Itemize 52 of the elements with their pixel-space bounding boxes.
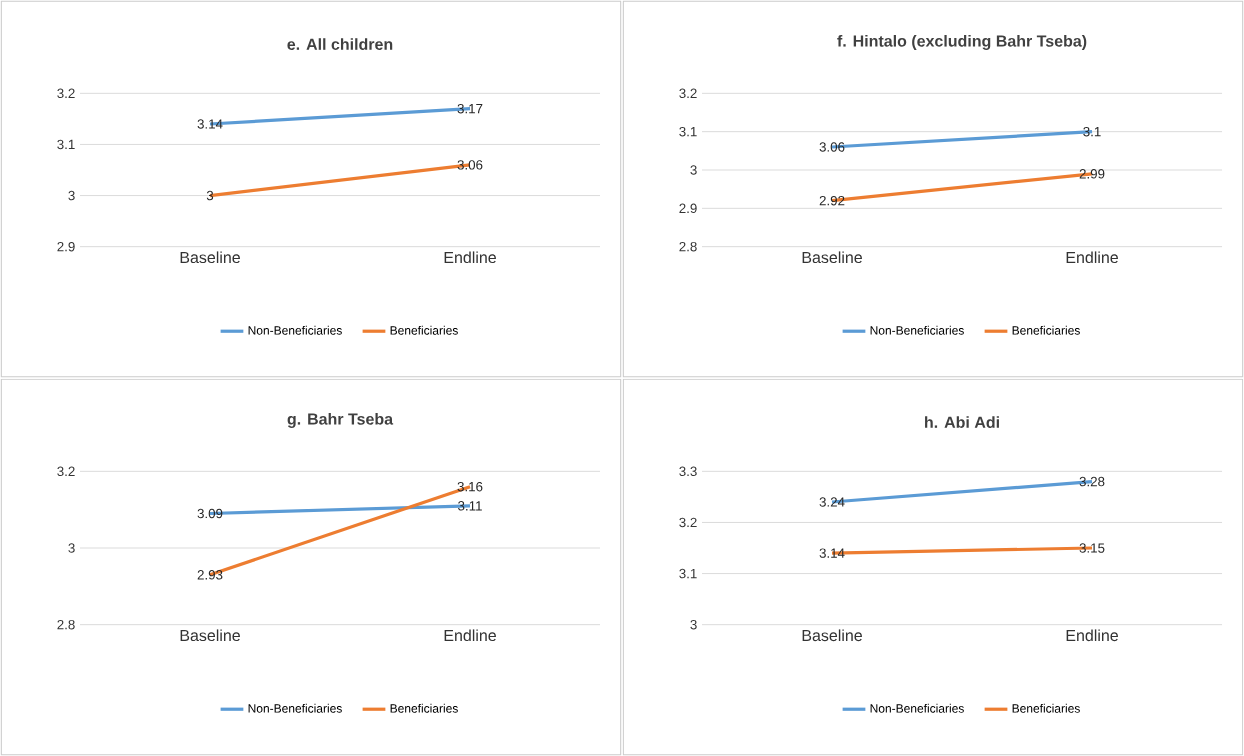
data-label: 3.28: [1079, 476, 1105, 487]
chart-title: g. Bahr Tseba: [287, 412, 394, 428]
y-tick-label: 3.1: [57, 139, 75, 150]
y-tick-label: 3.3: [679, 466, 697, 477]
legend-label: Non-Beneficiaries: [870, 703, 964, 713]
legend-label: Beneficiaries: [1012, 703, 1080, 713]
data-label: 3.16: [457, 481, 483, 492]
data-label: 2.93: [197, 570, 223, 580]
y-tick-label: 2.8: [57, 619, 75, 630]
y-tick-label: 3: [68, 190, 75, 201]
y-tick-label: 3.2: [679, 517, 697, 528]
data-label: 3.15: [1079, 543, 1105, 553]
data-label: 2.92: [819, 195, 845, 206]
y-tick-label: 3.1: [679, 126, 697, 137]
data-label: 3.14: [819, 548, 845, 558]
legend-label: Non-Beneficiaries: [248, 703, 342, 713]
x-tick-label: Endline: [1066, 251, 1118, 264]
data-label: 3.11: [458, 501, 482, 511]
y-tick-label: 3.2: [57, 88, 75, 99]
x-tick-label: Endline: [1066, 629, 1118, 642]
x-tick-label: Baseline: [802, 251, 862, 264]
legend-label: Beneficiaries: [390, 325, 458, 335]
data-label: 3: [206, 190, 214, 201]
y-tick-label: 3.1: [679, 568, 697, 579]
y-tick-label: 3.2: [57, 466, 75, 477]
data-label: 3.1: [1083, 126, 1101, 137]
x-tick-label: Baseline: [180, 629, 240, 642]
data-label: 3.17: [457, 103, 483, 114]
x-tick-label: Endline: [444, 629, 496, 642]
y-tick-label: 2.9: [57, 241, 75, 252]
y-tick-label: 3: [68, 543, 75, 553]
data-label: 3.14: [197, 119, 223, 129]
chart-title: f. Hintalo (excluding Bahr Tseba): [837, 34, 1087, 50]
chart-title: e. All children: [287, 38, 393, 50]
x-tick-label: Endline: [444, 251, 496, 264]
data-label: 2.99: [1079, 169, 1105, 179]
chart-title: h. Abi Adi: [925, 416, 999, 428]
x-tick-label: Baseline: [180, 251, 240, 264]
legend-label: Non-Beneficiaries: [248, 325, 342, 335]
data-label: 3.24: [819, 497, 845, 507]
legend-label: Non-Beneficiaries: [870, 325, 964, 335]
data-label: 3.09: [197, 508, 223, 519]
legend-label: Beneficiaries: [1012, 325, 1080, 335]
y-tick-label: 3.2: [679, 88, 697, 99]
y-tick-label: 3: [690, 165, 697, 175]
legend-label: Beneficiaries: [390, 703, 458, 713]
y-tick-label: 2.9: [679, 203, 697, 214]
data-label: 3.06: [819, 142, 845, 152]
y-tick-label: 2.8: [679, 241, 697, 252]
y-tick-label: 3: [690, 619, 697, 630]
data-label: 3.06: [457, 160, 483, 170]
x-tick-label: Baseline: [802, 629, 862, 642]
